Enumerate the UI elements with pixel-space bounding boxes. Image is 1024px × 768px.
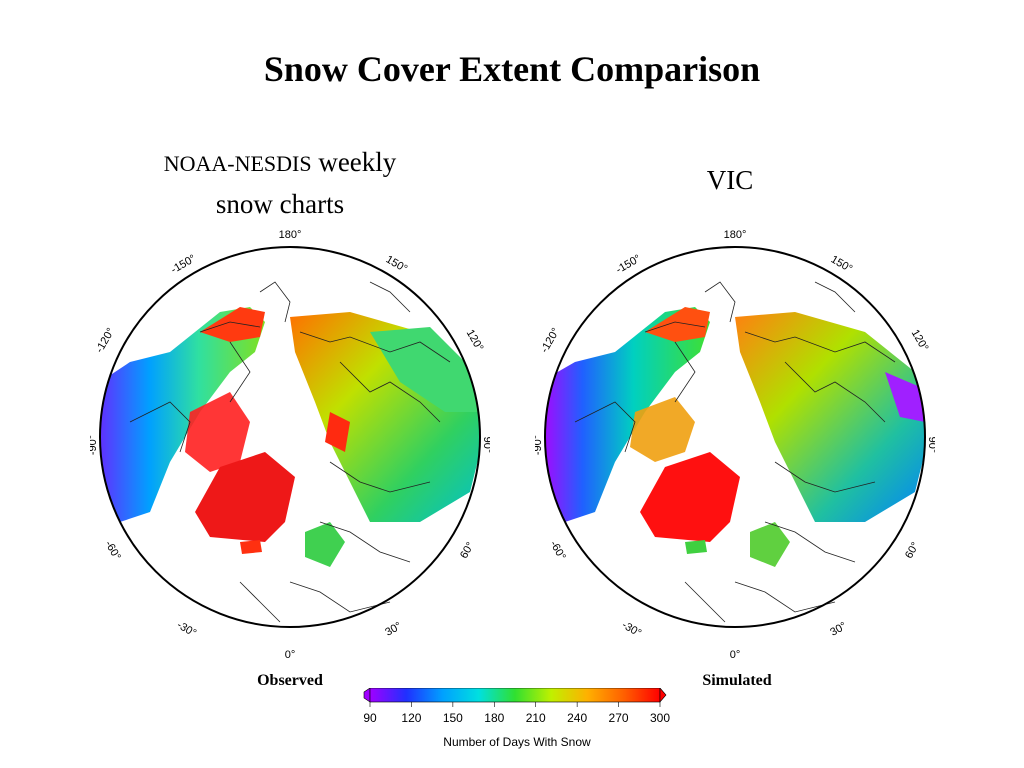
- colorbar-right-arrow: [659, 688, 667, 703]
- lon-label-minus120: -120°: [94, 326, 118, 355]
- greenland-snow: [640, 452, 740, 542]
- right-panel-heading: VIC: [660, 160, 800, 200]
- greenland-snow: [195, 452, 295, 542]
- coastlines: [574, 281, 896, 623]
- colorbar-legend: 90 120 150 180 210 240 270 300 Number of Days W…: [363, 688, 670, 749]
- lon-label-90: 90°: [481, 437, 490, 454]
- arctic-islands-snow: [185, 392, 250, 472]
- colorbar-tick-label: 300: [650, 711, 670, 725]
- colorbar-tick-label: 90: [363, 711, 377, 725]
- lon-label-60: 60°: [458, 540, 477, 560]
- colorbar-tick-label: 270: [609, 711, 629, 725]
- simulated-snow-field: [545, 307, 925, 567]
- lon-label-180: 180°: [279, 229, 302, 241]
- colorbar-tick-label: 120: [401, 711, 421, 725]
- left-heading-line2: snow charts: [215, 189, 345, 219]
- simulated-snow-map: 180° -150° 150° -120° 120° -90° 90° -60°…: [535, 229, 935, 661]
- lon-label-60: 60°: [903, 540, 922, 560]
- slide-title: Snow Cover Extent Comparison: [263, 49, 761, 89]
- lon-label-120: 120°: [464, 328, 486, 354]
- coastlines: [129, 281, 451, 623]
- lon-label-30: 30°: [828, 620, 848, 639]
- iceland-snow: [240, 540, 262, 554]
- iceland-snow: [685, 540, 707, 554]
- map-frame: [544, 246, 926, 628]
- alaska-snow: [645, 307, 710, 342]
- simulated-caption: Simulated: [702, 672, 772, 689]
- siberia-east-snow: [885, 372, 925, 422]
- lon-label-90: 90°: [926, 437, 935, 454]
- lon-label-180: 180°: [724, 229, 747, 241]
- colorbar-tick-label: 180: [484, 711, 504, 725]
- map-frame: [99, 246, 481, 628]
- colorbar-tick-label: 150: [443, 711, 463, 725]
- arctic-islands-snow: [630, 397, 695, 462]
- colorbar-bar: [369, 688, 661, 703]
- colorbar-left-arrow: [363, 688, 371, 703]
- lon-label-150: 150°: [384, 254, 410, 276]
- lon-label-minus90: -90°: [535, 435, 544, 455]
- north-america-snow: [545, 307, 710, 522]
- left-panel-heading: NOAA-NESDIS weekly snow charts: [110, 142, 450, 224]
- lon-label-120: 120°: [909, 328, 931, 354]
- alaska-snow: [200, 307, 265, 342]
- colorbar-tick-label: 240: [567, 711, 587, 725]
- colorbar-ticks: 90 120 150 180 210 240 270 300: [363, 702, 670, 725]
- colorbar-label: Number of Days With Snow: [443, 735, 591, 749]
- scandinavia-snow: [750, 522, 790, 567]
- right-heading-text: VIC: [706, 165, 754, 195]
- lon-label-minus60: -60°: [547, 539, 568, 563]
- scandinavia-snow: [305, 522, 345, 567]
- lon-label-minus120: -120°: [539, 326, 563, 355]
- left-heading-weekly: weekly: [311, 147, 397, 177]
- lon-label-30: 30°: [383, 620, 403, 639]
- observed-snow-field: [100, 307, 480, 567]
- lon-label-minus30: -30°: [620, 619, 644, 640]
- siberia-east-snow: [370, 327, 480, 412]
- eurasia-snow: [735, 312, 925, 522]
- lon-label-0: 0°: [730, 649, 741, 661]
- left-heading-agency: NOAA-NESDIS: [163, 151, 312, 176]
- lon-label-0: 0°: [285, 649, 296, 661]
- colorbar-tick-label: 210: [526, 711, 546, 725]
- observed-snow-map: 180° -150° 150° -120° 120° -90° 90° -60°…: [90, 229, 490, 661]
- observed-caption: Observed: [257, 672, 323, 689]
- svalbard-snow: [325, 412, 350, 452]
- lon-label-minus60: -60°: [102, 539, 123, 563]
- lon-label-150: 150°: [829, 254, 855, 276]
- lon-label-minus90: -90°: [90, 435, 99, 455]
- lon-label-minus30: -30°: [175, 619, 199, 640]
